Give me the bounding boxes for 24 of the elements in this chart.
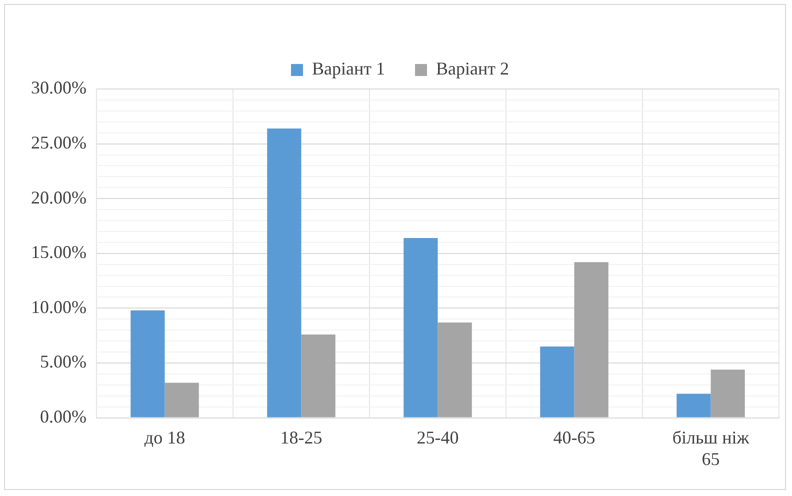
y-tick-label: 5.00% xyxy=(40,352,86,372)
legend-label: Варіант 2 xyxy=(436,58,509,79)
y-tick-label: 30.00% xyxy=(30,78,86,98)
y-tick-label: 25.00% xyxy=(30,132,86,153)
x-tick-label: до 18 xyxy=(144,427,186,448)
x-tick-label: 18-25 xyxy=(280,427,322,448)
x-tick-label: 40-65 xyxy=(553,427,596,448)
bar xyxy=(404,238,438,418)
bar xyxy=(676,394,711,418)
bar xyxy=(540,346,574,418)
bar xyxy=(164,382,199,418)
bar xyxy=(301,334,336,418)
bar xyxy=(438,322,472,418)
bar xyxy=(130,310,165,418)
bar xyxy=(574,262,608,418)
y-tick-label: 20.00% xyxy=(30,187,86,208)
x-tick-label: 25-40 xyxy=(416,427,459,448)
x-tick-label: більш ніж 65 xyxy=(672,427,750,469)
y-tick-label: 0.00% xyxy=(40,406,86,427)
y-tick-label: 10.00% xyxy=(30,296,86,317)
y-tick-label: 15.00% xyxy=(30,242,86,262)
bar xyxy=(710,370,745,418)
bar xyxy=(267,128,302,418)
legend-label: Варіант 1 xyxy=(312,58,385,79)
